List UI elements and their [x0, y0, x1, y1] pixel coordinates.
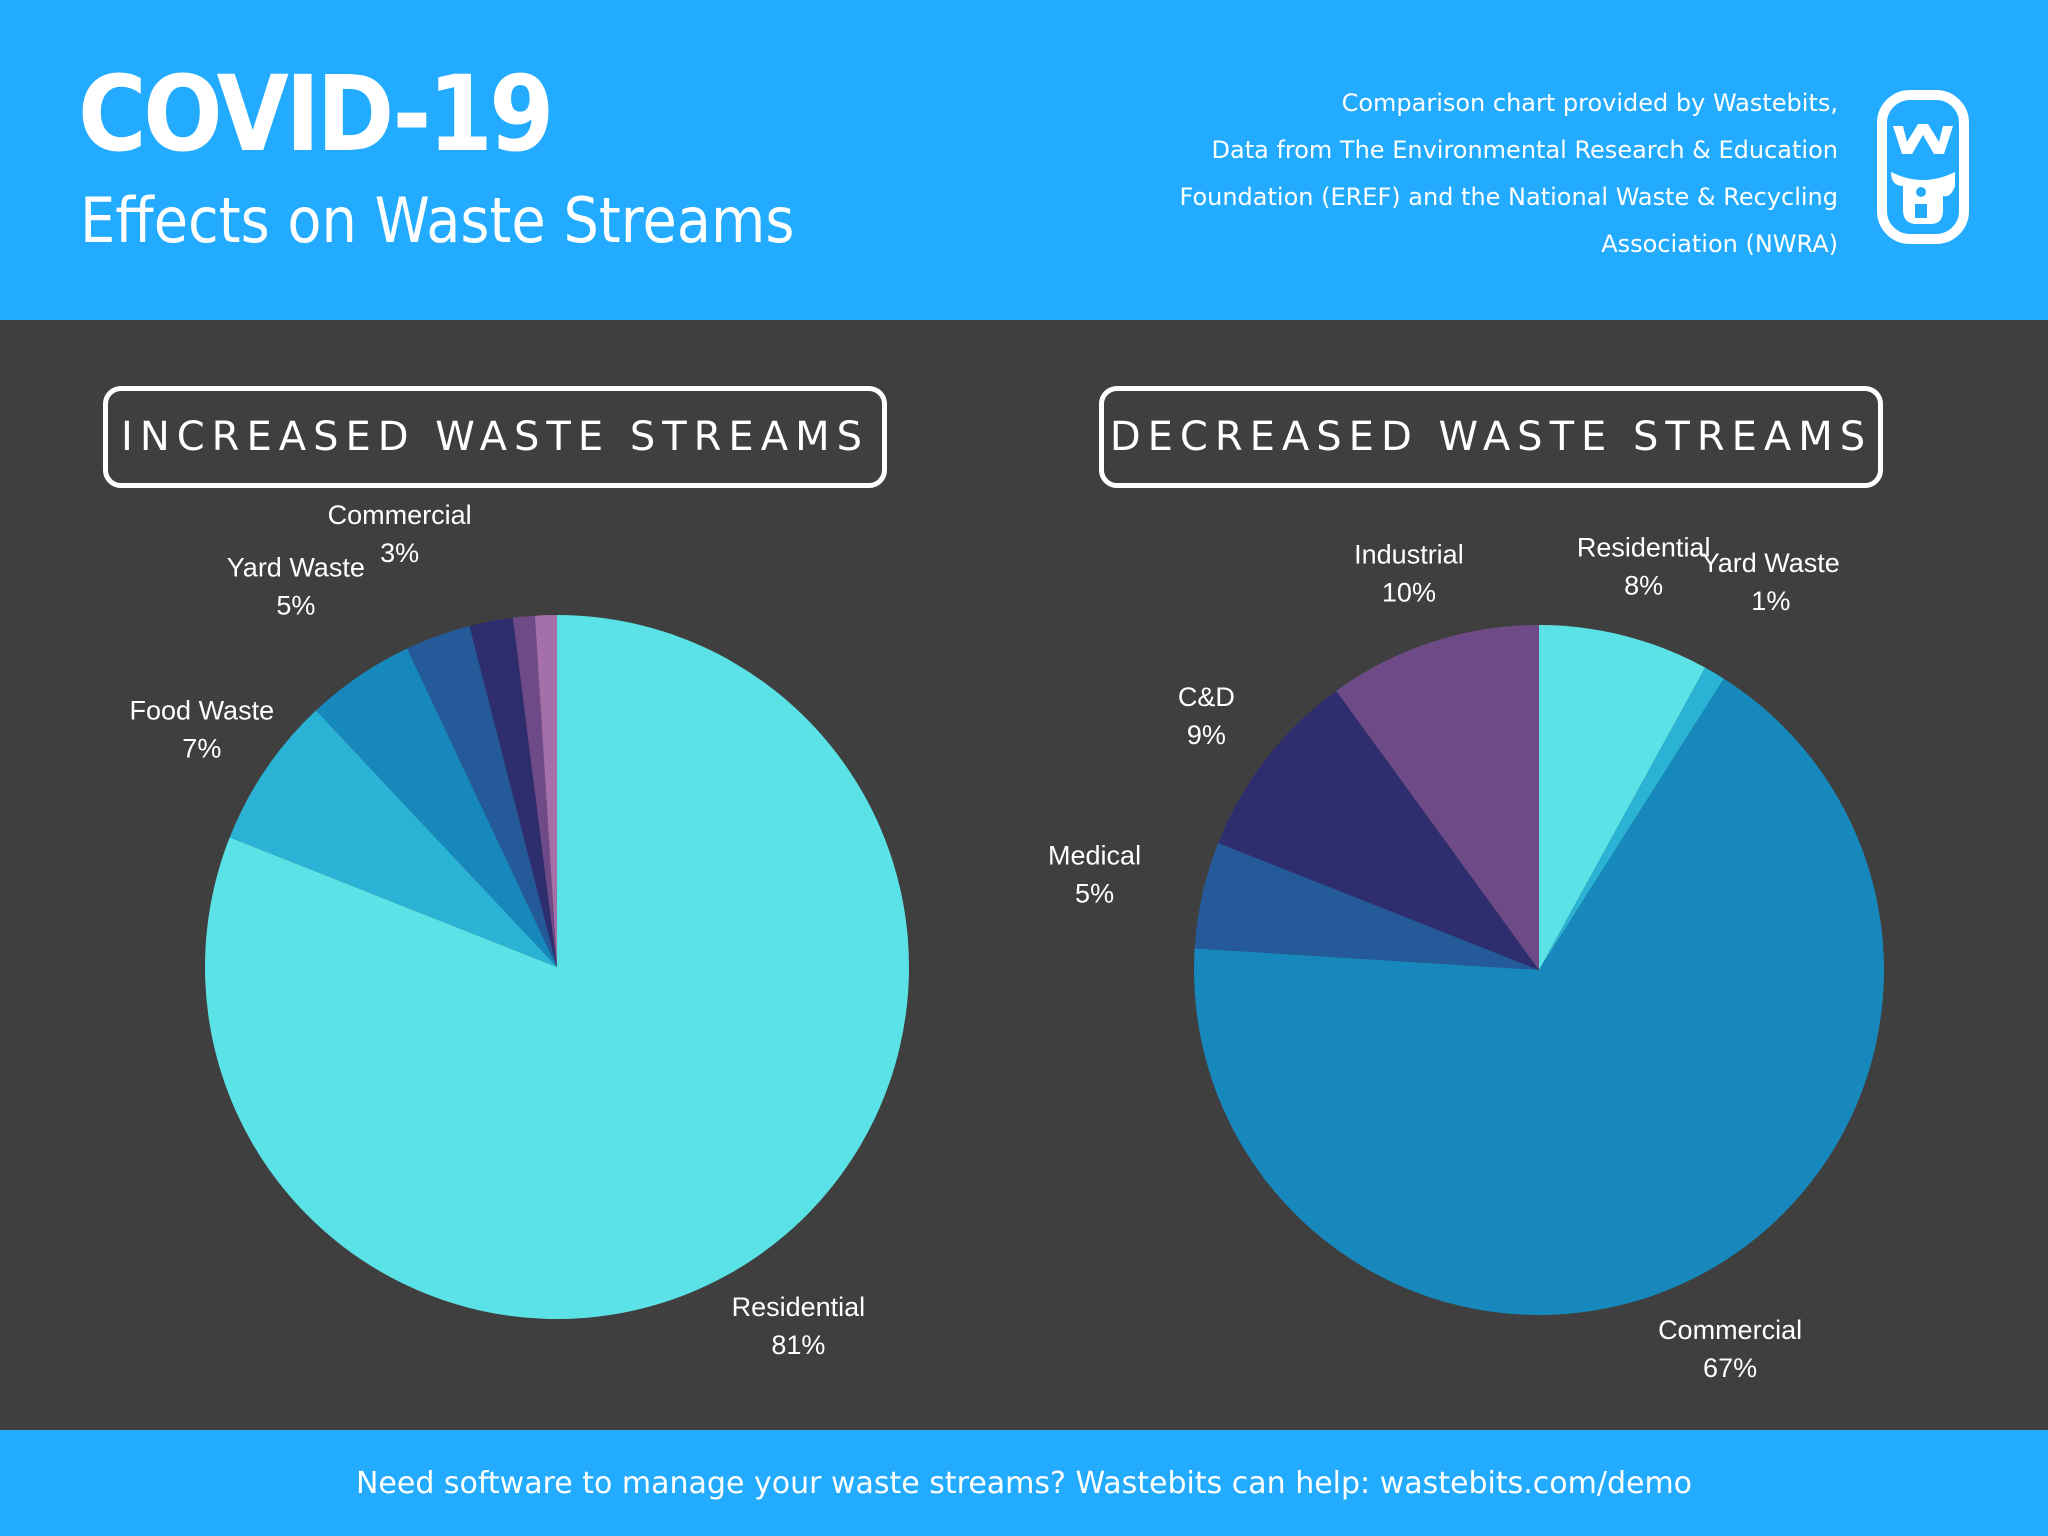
slice-value-commercial: 67%	[1703, 1353, 1757, 1383]
footer-text: Need software to manage your waste strea…	[355, 1466, 1693, 1501]
slice-label-commercial: Commercial	[1658, 1315, 1802, 1345]
slice-value-residential: 8%	[1624, 570, 1663, 600]
footer-banner: Need software to manage your waste strea…	[0, 1430, 2048, 1536]
credit-line: Association (NWRA)	[1601, 230, 1838, 258]
slice-label-commercial: Commercial	[328, 500, 472, 530]
increased-waste-pie: Residential 81% Food Waste 7% Yard Waste 5% Co…	[130, 500, 909, 1360]
page-title: COVID-19	[78, 53, 554, 175]
slice-value-industrial: 10%	[1382, 578, 1436, 608]
slice-label-medical: Medical	[1048, 841, 1141, 871]
slice-label-yard-waste: Yard Waste	[1702, 548, 1840, 578]
decreased-waste-pie: Residential 8% Yard Waste 1% Commercial 67% Me…	[1048, 532, 1885, 1383]
page-subtitle: Effects on Waste Streams	[80, 184, 795, 257]
pie-slice-yard-waste	[1539, 667, 1724, 970]
increased-section-title: INCREASED WASTE STREAMS	[103, 386, 887, 488]
slice-label-food-waste: Food Waste	[130, 696, 275, 726]
pie-slice-medical	[1194, 842, 1539, 970]
slice-value-commercial: 3%	[380, 538, 419, 568]
slice-value-food-waste: 7%	[182, 734, 221, 764]
pie-slice-unlabeled-4	[469, 617, 557, 967]
slice-value-c-d: 9%	[1187, 720, 1226, 750]
credit-line: Comparison chart provided by Wastebits,	[1341, 89, 1838, 117]
pie-slice-yard-waste	[316, 648, 557, 967]
slice-value-residential: 81%	[771, 1330, 825, 1360]
pie-slice-unlabeled-5	[512, 615, 557, 967]
slice-label-residential: Residential	[732, 1292, 866, 1322]
pie-slice-food-waste	[229, 710, 557, 967]
credit-line: Foundation (EREF) and the National Waste…	[1179, 183, 1839, 211]
pie-slice-unlabeled-6	[534, 615, 557, 967]
pie-slice-commercial	[1194, 678, 1885, 1315]
pie-slice-industrial	[1336, 625, 1539, 970]
pie-slice-residential	[1539, 625, 1706, 970]
header-banner: COVID-19 Effects on Waste Streams Compar…	[0, 0, 2048, 320]
pie-slice-c-d	[1218, 690, 1539, 970]
wastebits-logo-icon	[1877, 90, 1969, 244]
slice-value-medical: 5%	[1075, 879, 1114, 909]
credit-line: Data from The Environmental Research & E…	[1211, 136, 1838, 164]
slice-label-industrial: Industrial	[1354, 540, 1464, 570]
slice-label-c-d: C&D	[1178, 682, 1235, 712]
slice-label-yard-waste: Yard Waste	[227, 553, 365, 583]
slice-label-residential: Residential	[1577, 532, 1711, 562]
slice-value-yard-waste: 1%	[1751, 586, 1790, 616]
slice-value-yard-waste: 5%	[276, 591, 315, 621]
pie-slice-commercial	[407, 626, 557, 967]
decreased-section-title: DECREASED WASTE STREAMS	[1099, 386, 1883, 488]
credits: Comparison chart provided by Wastebits, …	[1078, 80, 1839, 268]
